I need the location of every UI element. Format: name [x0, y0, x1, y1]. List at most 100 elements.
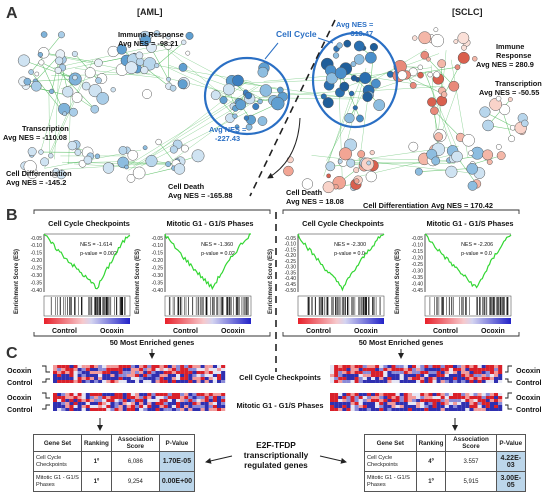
- gene-set-cell: Cell Cycle Checkpoints: [33, 451, 82, 472]
- heatmap-cell: [159, 374, 164, 377]
- network-node: [245, 123, 253, 131]
- heatmap-cell: [89, 402, 94, 405]
- heatmap-cell: [473, 393, 478, 396]
- heatmap-cell: [118, 371, 123, 374]
- heatmap-cell: [432, 380, 437, 383]
- heatmap-cell: [432, 405, 437, 408]
- heatmap-cell: [453, 405, 458, 408]
- heatmap-cell: [98, 393, 103, 396]
- network-node: [88, 84, 102, 98]
- heatmap-cell: [481, 399, 486, 402]
- heatmap-cell: [338, 399, 343, 402]
- heatmap-cell: [498, 368, 503, 371]
- heatmap-cell: [453, 380, 458, 383]
- heatmap-cell: [89, 380, 94, 383]
- heatmap-cell: [485, 396, 490, 399]
- heatmap-cell: [135, 396, 140, 399]
- network-node: [451, 150, 463, 163]
- heatmap-cell: [358, 374, 363, 377]
- heatmap-cell: [81, 368, 86, 371]
- heatmap-cell: [196, 377, 201, 380]
- heatmap-cell: [147, 408, 152, 411]
- heatmap-cell: [61, 365, 66, 368]
- heatmap-cell: [114, 371, 119, 374]
- network-node: [433, 71, 441, 79]
- heatmap-cell: [420, 405, 425, 408]
- heatmap-cell: [465, 393, 470, 396]
- heatmap-cell: [416, 405, 421, 408]
- gsea-control-label: Control: [306, 328, 331, 335]
- heatmap-cell: [126, 402, 131, 405]
- heatmap-cell: [217, 408, 222, 411]
- network-edge: [165, 77, 234, 95]
- network-node: [219, 96, 228, 105]
- heatmap-cell: [102, 371, 107, 374]
- heatmap-cell: [403, 393, 408, 396]
- heatmap-cell: [126, 408, 131, 411]
- left-hm1-control: Control: [7, 378, 33, 387]
- heatmap-cell: [432, 408, 437, 411]
- table-row: Mitotic G1 - G1/S Phases 1º 9,254 0.00E+…: [33, 471, 196, 492]
- network-node: [38, 149, 44, 155]
- network-node: [507, 97, 513, 102]
- heatmap-cell: [358, 405, 363, 408]
- heatmap-cell: [61, 396, 66, 399]
- heatmap-cell: [461, 380, 466, 383]
- heatmap-cell: [98, 396, 103, 399]
- heatmap-cell: [473, 365, 478, 368]
- network-node: [40, 157, 50, 167]
- heatmap-cell: [354, 368, 359, 371]
- gsea-enrichment-curve: [43, 233, 131, 290]
- heatmap-cell: [334, 380, 339, 383]
- heatmap-cell: [432, 365, 437, 368]
- pvalue-cell: 1.70E-05: [158, 451, 196, 472]
- heatmap-cell: [391, 393, 396, 396]
- heatmap-cell: [176, 405, 181, 408]
- heatmap-cell: [151, 399, 156, 402]
- heatmap-cell: [338, 365, 343, 368]
- heatmap-cell: [391, 374, 396, 377]
- heatmap-cell: [424, 402, 429, 405]
- heatmap-cell: [180, 399, 185, 402]
- heatmap-cell: [375, 374, 380, 377]
- network-edge: [169, 67, 250, 106]
- heatmap-cell: [208, 380, 213, 383]
- heatmap-cell: [481, 365, 486, 368]
- heatmap-cell: [494, 374, 499, 377]
- heatmap-cell: [159, 368, 164, 371]
- heatmap-cell: [200, 402, 205, 405]
- network-node: [28, 69, 34, 75]
- heatmap-cell: [151, 396, 156, 399]
- heatmap-cell: [126, 374, 131, 377]
- heatmap-cell: [481, 393, 486, 396]
- heatmap-cell: [163, 377, 168, 380]
- heatmap-cell: [407, 368, 412, 371]
- heatmap-cell: [73, 405, 78, 408]
- network-node: [482, 149, 494, 161]
- heatmap-cell: [485, 402, 490, 405]
- heatmap-cell: [61, 374, 66, 377]
- network-node: [17, 54, 30, 67]
- heatmap-cell: [436, 368, 441, 371]
- network-node: [339, 81, 350, 92]
- heatmap-cell: [69, 377, 74, 380]
- heatmap-cell: [163, 408, 168, 411]
- heatmap-cell: [469, 393, 474, 396]
- heatmap-cell: [354, 405, 359, 408]
- network-node: [164, 42, 172, 50]
- heatmap-cell: [366, 402, 371, 405]
- heatmap-cell: [147, 380, 152, 383]
- heatmap-cell: [350, 399, 355, 402]
- heatmap-cell: [428, 377, 433, 380]
- heatmap-cell: [180, 402, 185, 405]
- heatmap-cell: [163, 374, 168, 377]
- aml-cell-cycle-ellipse: [203, 56, 291, 136]
- heatmap-cell: [73, 377, 78, 380]
- heatmap-cell: [330, 402, 335, 405]
- heatmap-cell: [395, 368, 400, 371]
- heatmap-cell: [118, 368, 123, 371]
- heatmap-cell: [412, 380, 417, 383]
- heatmap-cell: [477, 365, 482, 368]
- network-node: [234, 124, 240, 130]
- heatmap-cell: [102, 402, 107, 405]
